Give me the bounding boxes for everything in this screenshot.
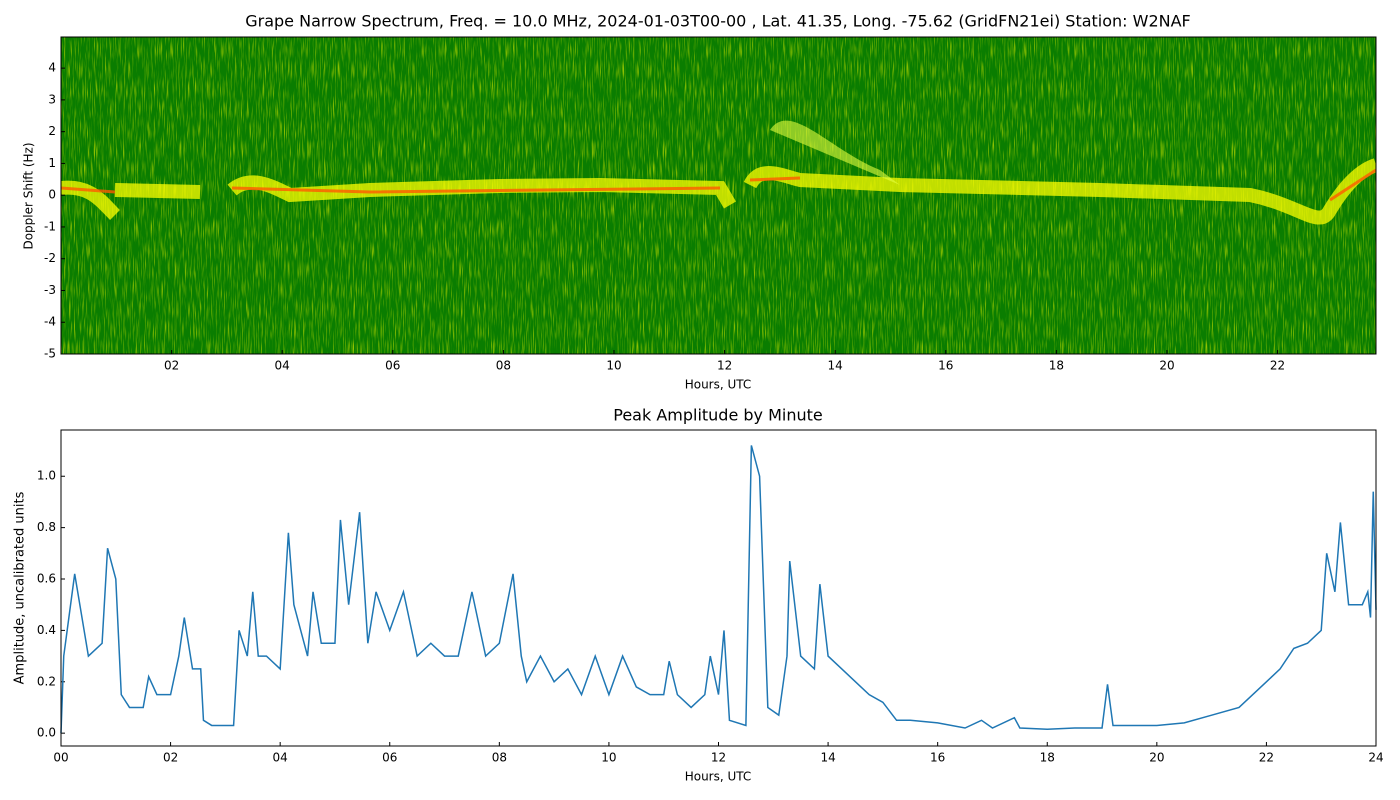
y-tick-label: 0.4 bbox=[37, 623, 56, 637]
x-tick-label: 22 bbox=[1259, 751, 1274, 765]
x-tick-label: 02 bbox=[163, 751, 178, 765]
x-tick-label: 10 bbox=[601, 751, 616, 765]
x-tick-label: 08 bbox=[496, 359, 511, 373]
y-tick-label: -2 bbox=[44, 251, 56, 265]
y-tick-label: -3 bbox=[44, 283, 56, 297]
x-tick-label: 12 bbox=[711, 751, 726, 765]
y-tick-label: 0 bbox=[48, 188, 56, 202]
x-tick-label: 22 bbox=[1270, 359, 1285, 373]
plot-frame bbox=[60, 36, 1377, 355]
y-tick-label: 0.6 bbox=[37, 572, 56, 586]
x-tick-label: 20 bbox=[1149, 751, 1164, 765]
y-tick-label: 1 bbox=[48, 156, 56, 170]
x-tick-label: 02 bbox=[164, 359, 179, 373]
x-tick-label: 18 bbox=[1049, 359, 1064, 373]
y-axis-label: Doppler Shift (Hz) bbox=[22, 142, 36, 249]
y-tick-label: 0.2 bbox=[37, 674, 56, 688]
x-tick-label: 10 bbox=[606, 359, 621, 373]
x-tick-label: 16 bbox=[938, 359, 953, 373]
x-tick-label: 06 bbox=[385, 359, 400, 373]
y-tick-label: 1.0 bbox=[37, 469, 56, 483]
x-tick-label: 04 bbox=[273, 751, 288, 765]
y-axis-label: Amplitude, uncalibrated units bbox=[13, 491, 28, 684]
chart-title: Grape Narrow Spectrum, Freq. = 10.0 MHz,… bbox=[245, 12, 1191, 31]
x-tick-label: 12 bbox=[717, 359, 732, 373]
spectrogram-image bbox=[61, 37, 1376, 354]
x-tick-label: 06 bbox=[382, 751, 397, 765]
y-tick-label: -4 bbox=[44, 315, 56, 329]
x-tick-label: 18 bbox=[1040, 751, 1055, 765]
y-tick-label: 3 bbox=[48, 92, 56, 106]
x-tick-label: 20 bbox=[1159, 359, 1174, 373]
y-tick-label: 0.0 bbox=[37, 726, 56, 740]
x-axis-label: Hours, UTC bbox=[685, 770, 752, 784]
x-axis-label: Hours, UTC bbox=[685, 378, 752, 392]
x-tick-label: 00 bbox=[53, 751, 68, 765]
x-tick-label: 24 bbox=[1368, 751, 1383, 765]
x-tick-label: 08 bbox=[492, 751, 507, 765]
y-tick-label: -5 bbox=[44, 347, 56, 361]
x-tick-label: 16 bbox=[930, 751, 945, 765]
y-tick-label: 4 bbox=[48, 61, 56, 75]
x-tick-label: 14 bbox=[828, 359, 843, 373]
line bbox=[60, 445, 1377, 734]
y-tick-label: 2 bbox=[48, 124, 56, 138]
chart-title: Peak Amplitude by Minute bbox=[613, 406, 823, 425]
y-tick-label: -1 bbox=[44, 219, 56, 233]
x-tick-label: 14 bbox=[820, 751, 835, 765]
x-tick-label: 04 bbox=[275, 359, 290, 373]
plot-frame bbox=[60, 429, 1377, 747]
y-tick-label: 0.8 bbox=[37, 520, 56, 534]
